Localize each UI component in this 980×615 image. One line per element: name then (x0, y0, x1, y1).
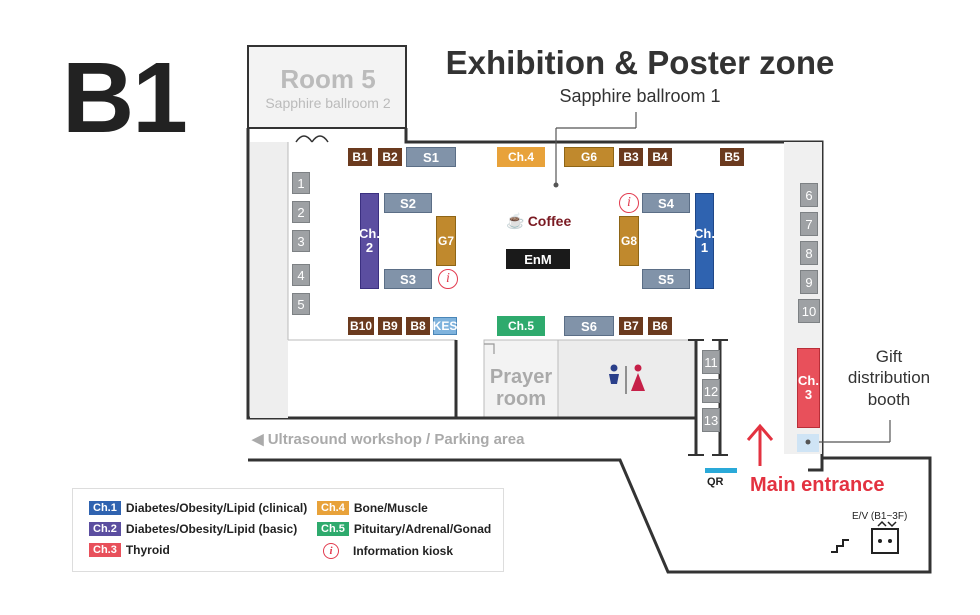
zone-title: Exhibition & Poster zone (445, 44, 835, 81)
room5: Room 5 Sapphire ballroom 2 (252, 50, 404, 126)
legend-chip-ch4: Ch.4 (317, 501, 349, 515)
booth-g6[interactable]: G6 (564, 147, 614, 167)
qr-label: QR (707, 476, 724, 488)
poster-8[interactable]: 8 (800, 241, 818, 265)
legend-chip-ch3: Ch.3 (89, 543, 121, 557)
zone-subtitle: Sapphire ballroom 1 (559, 86, 721, 106)
booth-kes[interactable]: KES (432, 317, 458, 335)
booth-enm[interactable]: EnM (506, 249, 570, 269)
poster-5[interactable]: 5 (292, 293, 310, 315)
booth-b8[interactable]: B8 (406, 317, 430, 335)
booth-b6[interactable]: B6 (648, 317, 672, 335)
legend-chip-ch1: Ch.1 (89, 501, 121, 515)
poster-2[interactable]: 2 (292, 201, 310, 223)
legend-label-ch1: Diabetes/Obesity/Lipid (clinical) (125, 501, 308, 515)
booth-b10[interactable]: B10 (348, 317, 374, 335)
legend-ch3: Ch.3 Thyroid (89, 543, 170, 557)
legend: Ch.1 Diabetes/Obesity/Lipid (clinical) C… (72, 488, 504, 572)
room5-title: Room 5 (280, 64, 376, 94)
floor-label: B1 (62, 42, 188, 154)
info-kiosk-left: i (438, 269, 458, 289)
poster-7[interactable]: 7 (800, 212, 818, 236)
booth-b1[interactable]: B1 (348, 148, 372, 166)
workshop-label[interactable]: ◀ Ultrasound workshop / Parking area (252, 431, 525, 448)
booth-b3[interactable]: B3 (619, 148, 643, 166)
room5-subtitle: Sapphire ballroom 2 (265, 95, 391, 111)
legend-label-ch5: Pituitary/Adrenal/Gonad (353, 522, 492, 536)
booth-s4[interactable]: S4 (642, 193, 690, 213)
legend-ch2: Ch.2 Diabetes/Obesity/Lipid (basic) (89, 522, 297, 536)
legend-kiosk: i Information kiosk (317, 543, 453, 559)
poster-6[interactable]: 6 (800, 183, 818, 207)
legend-chip-ch5: Ch.5 (317, 522, 349, 536)
booth-ch5[interactable]: Ch.5 (497, 316, 545, 336)
poster-3[interactable]: 3 (292, 230, 310, 252)
booth-s2[interactable]: S2 (384, 193, 432, 213)
legend-label-ch3: Thyroid (125, 543, 170, 557)
coffee-cup-icon: ☕ (506, 213, 525, 230)
poster-9[interactable]: 9 (800, 270, 818, 294)
booth-b5[interactable]: B5 (720, 148, 744, 166)
info-kiosk-icon: i (323, 543, 339, 559)
booth-s3[interactable]: S3 (384, 269, 432, 289)
stairs-icon (829, 532, 851, 556)
coffee-area: ☕ Coffee (506, 212, 571, 230)
booth-ch3[interactable]: Ch. 3 (797, 348, 820, 428)
booth-s5[interactable]: S5 (642, 269, 690, 289)
booth-b7[interactable]: B7 (619, 317, 643, 335)
prayer-room-line2: room (496, 388, 546, 410)
booth-b4[interactable]: B4 (648, 148, 672, 166)
prayer-room: Prayer room (484, 366, 558, 410)
poster-13[interactable]: 13 (702, 408, 720, 432)
poster-4[interactable]: 4 (292, 264, 310, 286)
booth-ch2[interactable]: Ch. 2 (359, 193, 380, 289)
info-kiosk-right: i (619, 193, 639, 213)
poster-1[interactable]: 1 (292, 172, 310, 194)
legend-label-kiosk: Information kiosk (353, 544, 454, 558)
booth-s6[interactable]: S6 (564, 316, 614, 336)
gift-booth-label: Gift distribution booth (847, 347, 931, 409)
legend-ch4: Ch.4 Bone/Muscle (317, 501, 428, 515)
poster-10[interactable]: 10 (798, 299, 820, 323)
booth-g7[interactable]: G7 (436, 216, 456, 266)
booth-b2[interactable]: B2 (378, 148, 402, 166)
poster-12[interactable]: 12 (702, 379, 720, 403)
main-entrance-label: Main entrance (750, 474, 885, 496)
elevator-icon (870, 522, 900, 554)
legend-chip-ch2: Ch.2 (89, 522, 121, 536)
legend-label-ch4: Bone/Muscle (353, 501, 428, 515)
legend-label-ch2: Diabetes/Obesity/Lipid (basic) (125, 522, 298, 536)
elevator-label: E/V (B1~3F) (852, 511, 908, 522)
poster-11[interactable]: 11 (702, 350, 720, 374)
legend-ch5: Ch.5 Pituitary/Adrenal/Gonad (317, 522, 491, 536)
prayer-room-line1: Prayer (489, 366, 553, 388)
booth-g8[interactable]: G8 (619, 216, 639, 266)
booth-ch1[interactable]: Ch. 1 (694, 193, 715, 289)
coffee-label: Coffee (527, 213, 572, 229)
booth-b9[interactable]: B9 (378, 317, 402, 335)
booth-ch4[interactable]: Ch.4 (497, 147, 545, 167)
booth-s1[interactable]: S1 (406, 147, 456, 167)
legend-ch1: Ch.1 Diabetes/Obesity/Lipid (clinical) (89, 501, 307, 515)
